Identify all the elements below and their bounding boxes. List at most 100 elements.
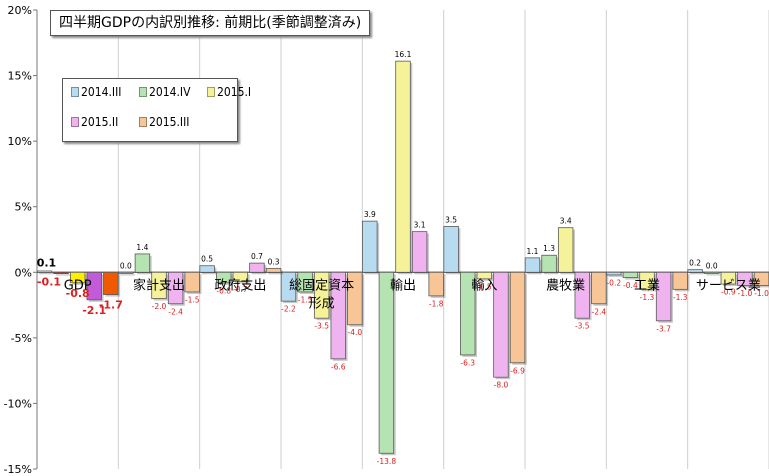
legend-swatch bbox=[139, 87, 147, 97]
bar bbox=[330, 271, 346, 360]
legend-item: 2014.IV bbox=[139, 85, 190, 99]
y-tick-label: 15% bbox=[8, 70, 32, 83]
bar bbox=[297, 271, 313, 293]
data-label: -3.5 bbox=[314, 322, 329, 331]
bar-shadow bbox=[608, 274, 624, 277]
legend-item: 2015.III bbox=[139, 115, 189, 129]
data-label: 3.4 bbox=[560, 217, 572, 226]
data-label: -0.9 bbox=[721, 288, 736, 297]
category-label-line: 形成 bbox=[309, 296, 335, 311]
bar bbox=[280, 271, 297, 302]
category-label-line: 政府支出 bbox=[214, 278, 266, 293]
data-label: -1.3 bbox=[673, 293, 688, 302]
category-label: 農牧業 bbox=[546, 277, 585, 293]
data-label: -0.7 bbox=[233, 285, 248, 294]
bar bbox=[395, 60, 411, 273]
bar bbox=[134, 253, 151, 273]
y-tick-label: -5% bbox=[11, 332, 32, 345]
legend-label: 2014.III bbox=[81, 85, 122, 99]
bar bbox=[118, 271, 134, 274]
data-label: 0.0 bbox=[120, 261, 132, 270]
category-label-line: 輸入 bbox=[471, 278, 497, 293]
bar bbox=[737, 271, 753, 286]
data-label: 3.1 bbox=[414, 221, 426, 230]
category-label-line: 輸出 bbox=[390, 278, 416, 293]
legend-label: 2015.I bbox=[217, 85, 252, 99]
data-label: 0.5 bbox=[201, 255, 213, 264]
data-label: -3.7 bbox=[656, 324, 671, 333]
legend-label: 2014.IV bbox=[149, 85, 191, 99]
bars bbox=[36, 60, 769, 456]
data-label: 3.5 bbox=[445, 215, 457, 224]
bar bbox=[541, 254, 557, 273]
data-label: 0.1 bbox=[37, 256, 57, 269]
y-tick-label: 0% bbox=[15, 266, 32, 279]
category-label-line: GDP bbox=[64, 278, 92, 293]
bar bbox=[574, 271, 590, 319]
data-label: 1.1 bbox=[526, 247, 538, 256]
bar bbox=[151, 271, 167, 299]
bar bbox=[53, 271, 69, 274]
y-tick-label: 20% bbox=[8, 4, 32, 17]
data-label: 0.0 bbox=[706, 261, 718, 270]
bar bbox=[411, 231, 428, 273]
category-label-line: 農牧業 bbox=[546, 277, 585, 293]
category-label: 輸出 bbox=[390, 278, 416, 293]
data-label: 0.2 bbox=[689, 259, 701, 268]
bar bbox=[639, 271, 655, 290]
data-label: -3.5 bbox=[575, 322, 590, 331]
bar bbox=[86, 271, 102, 301]
data-label: -8.0 bbox=[494, 381, 509, 390]
legend-item: 2015.I bbox=[207, 85, 251, 99]
bar-shadow bbox=[120, 274, 136, 276]
category-label: GDP bbox=[64, 278, 92, 293]
category-label: 家計支出 bbox=[133, 277, 185, 293]
legend-label: 2015.III bbox=[149, 115, 190, 129]
bar bbox=[362, 220, 378, 273]
category-label: 総固定資本形成 bbox=[289, 278, 354, 311]
bar-shadow bbox=[39, 272, 54, 275]
chart-title: 四半期GDPの内訳別推移: 前期比(季節調整済み) bbox=[50, 10, 371, 36]
category-labels: GDP 家計支出 政府支出 総固定資本形成 輸出 輸入 農牧業 工業 サービス業 bbox=[64, 277, 761, 311]
bar bbox=[476, 271, 493, 280]
bar bbox=[720, 271, 737, 285]
bar bbox=[524, 257, 541, 273]
data-label: -1.7 bbox=[99, 299, 123, 312]
bar bbox=[249, 262, 265, 273]
bar bbox=[606, 271, 622, 276]
data-label: -0.1 bbox=[37, 275, 61, 288]
bar bbox=[493, 271, 509, 378]
data-label: 3.9 bbox=[364, 210, 376, 219]
data-label: -2.1 bbox=[82, 304, 106, 317]
bar bbox=[265, 267, 282, 273]
data-label: 16.1 bbox=[395, 50, 412, 59]
data-labels: 0.1 0.0 0.5 -2.2 3.9 3.5 1.1 -0.2 0.2 -0.1 1.4 -0.8… bbox=[37, 50, 769, 466]
data-label: -1.5 bbox=[185, 295, 200, 304]
data-label: -4.0 bbox=[348, 328, 363, 337]
bar bbox=[443, 225, 459, 273]
bar bbox=[184, 271, 200, 293]
data-label: -0.5 bbox=[477, 282, 492, 291]
category-label: 工業 bbox=[634, 277, 660, 293]
bar-shadow bbox=[706, 274, 722, 276]
bar bbox=[687, 269, 703, 273]
bar bbox=[509, 271, 526, 364]
bar bbox=[167, 271, 184, 305]
data-label: -2.2 bbox=[281, 305, 296, 314]
data-label: 0.3 bbox=[268, 257, 280, 266]
bar bbox=[672, 271, 688, 290]
bar bbox=[216, 271, 232, 284]
y-tick-label: 10% bbox=[8, 135, 32, 148]
bar bbox=[428, 271, 444, 297]
y-tick-label: -10% bbox=[4, 397, 32, 410]
legend-swatch bbox=[71, 87, 79, 97]
bar bbox=[655, 271, 672, 322]
data-label: -6.9 bbox=[510, 366, 525, 375]
bar bbox=[622, 271, 639, 278]
bar bbox=[103, 271, 119, 295]
bar bbox=[232, 271, 249, 282]
data-label: -6.6 bbox=[331, 362, 346, 371]
data-label: -1.0 bbox=[738, 289, 753, 298]
data-label: -2.0 bbox=[152, 302, 167, 311]
